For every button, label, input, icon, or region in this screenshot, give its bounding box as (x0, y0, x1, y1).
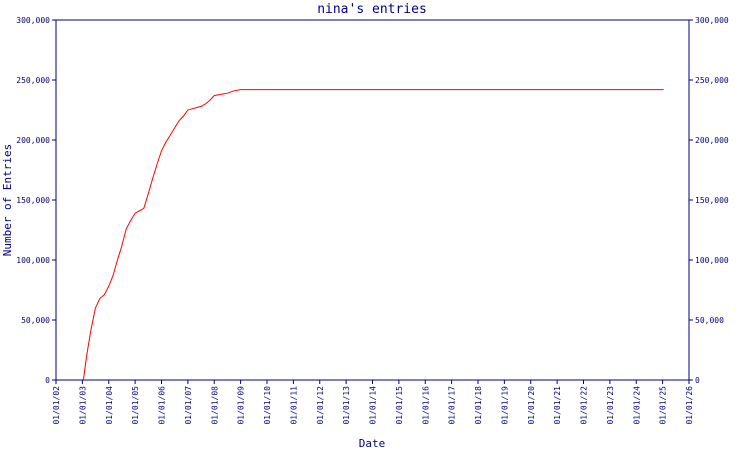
x-tick-label: 01/01/03 (78, 386, 87, 425)
series-line (82, 89, 664, 381)
x-tick-label: 01/01/10 (263, 386, 272, 425)
y-tick-label-right: 300,000 (695, 16, 729, 25)
x-tick-label: 01/01/02 (52, 386, 61, 425)
x-tick-label: 01/01/11 (289, 386, 298, 425)
x-tick-label: 01/01/22 (580, 386, 589, 425)
y-tick-label-left: 200,000 (16, 136, 50, 145)
x-tick-label: 01/01/09 (237, 386, 246, 425)
x-tick-label: 01/01/18 (474, 386, 483, 425)
x-tick-label: 01/01/14 (369, 386, 378, 425)
y-axis-left: 0 50,000 100,000 150,000 200,000 250,000 300,0… (16, 16, 56, 385)
y-axis-label: Number of Entries (1, 144, 14, 257)
x-axis-label: Date (359, 437, 386, 450)
y-axis-right: 0 50,000 100,000 150,000 200,000 250,000 300,0… (689, 16, 729, 385)
x-tick-label: 01/01/19 (500, 386, 509, 425)
x-axis: 01/01/02 01/01/03 01/01/04 01/01/05 01/01/06… (52, 380, 694, 425)
x-tick-label: 01/01/26 (685, 386, 694, 425)
axes (55, 19, 690, 381)
x-tick-label: 01/01/07 (184, 386, 193, 425)
x-tick-label: 01/01/24 (632, 386, 641, 425)
chart-title: nina's entries (317, 2, 427, 17)
x-tick-label: 01/01/17 (448, 386, 457, 425)
x-tick-label: 01/01/25 (659, 386, 668, 425)
x-tick-label: 01/01/13 (342, 386, 351, 425)
y-tick-label-right: 200,000 (695, 136, 729, 145)
y-tick-label-left: 0 (45, 376, 50, 385)
x-tick-label: 01/01/16 (421, 386, 430, 425)
x-tick-label: 01/01/06 (158, 386, 167, 425)
y-tick-label-right: 150,000 (695, 196, 729, 205)
y-tick-label-left: 300,000 (16, 16, 50, 25)
y-tick-label-right: 250,000 (695, 76, 729, 85)
y-tick-label-left: 250,000 (16, 76, 50, 85)
x-tick-label: 01/01/20 (527, 386, 536, 425)
y-tick-label-left: 50,000 (21, 316, 50, 325)
x-tick-label: 01/01/12 (316, 386, 325, 425)
y-tick-label-right: 0 (695, 376, 700, 385)
x-tick-label: 01/01/23 (606, 386, 615, 425)
y-tick-label-right: 100,000 (695, 256, 729, 265)
y-tick-label-left: 100,000 (16, 256, 50, 265)
x-tick-label: 01/01/05 (131, 386, 140, 425)
y-tick-label-left: 150,000 (16, 196, 50, 205)
y-tick-label-right: 50,000 (695, 316, 724, 325)
x-tick-label: 01/01/21 (553, 386, 562, 425)
x-tick-label: 01/01/08 (210, 386, 219, 425)
x-tick-label: 01/01/04 (105, 386, 114, 425)
x-tick-label: 01/01/15 (395, 386, 404, 425)
series-group (82, 89, 664, 381)
